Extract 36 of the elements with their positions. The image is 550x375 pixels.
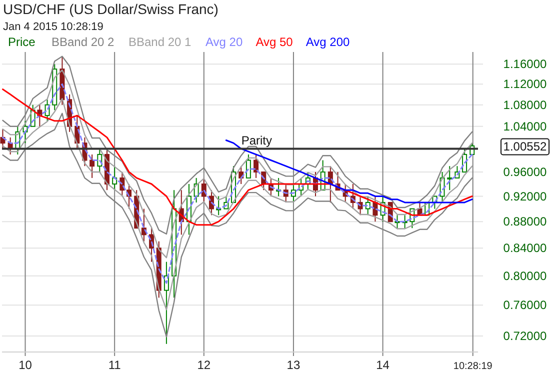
- x-tick-label: 14: [376, 358, 390, 372]
- y-tick-label: 0.84000: [503, 241, 548, 256]
- x-tick-label: 10:28:19: [453, 361, 493, 372]
- text: 1.00552: [503, 140, 548, 154]
- line-series: [2, 98, 473, 310]
- chart-title: USD/CHF (US Dollar/Swiss Franc): [3, 1, 218, 17]
- chart-subtitle: Jan 4 2015 10:28:19: [3, 21, 104, 33]
- y-tick-label: 0.96000: [503, 165, 548, 179]
- x-tick-label: 12: [197, 358, 211, 372]
- y-tick-label: 1.16000: [503, 57, 548, 72]
- y-tick-label: 0.72000: [503, 328, 548, 343]
- y-tick-label: 1.04000: [503, 119, 548, 134]
- y-tick-label: 0.76000: [503, 298, 548, 312]
- text: Price: [8, 35, 36, 49]
- candlestick: [447, 166, 452, 191]
- text: Avg 20: [206, 35, 243, 49]
- candlestick: [358, 196, 363, 216]
- series-label: BBand 20 2: [52, 35, 115, 49]
- text: BBand 20 1: [128, 35, 192, 49]
- ref-line-label: Parity: [241, 134, 272, 148]
- line-series: [2, 88, 473, 226]
- y-tick-label: 1.08000: [503, 98, 548, 112]
- y-tick-label: 1.12000: [503, 77, 548, 92]
- y-tick-label: 0.92000: [503, 189, 548, 204]
- line-series: [2, 69, 473, 258]
- text: Avg 50: [256, 35, 294, 49]
- x-tick-label: 10: [18, 358, 32, 372]
- candlestick: [254, 154, 259, 178]
- candlestick: [246, 154, 251, 178]
- y-tick-label: 0.80000: [503, 268, 548, 283]
- candlestick: [365, 196, 370, 216]
- x-tick-label: 11: [108, 358, 122, 372]
- candlestick: [90, 154, 95, 178]
- y-tick-label: 0.88000: [503, 214, 548, 229]
- text: Avg 200: [306, 35, 350, 49]
- x-tick-label: 13: [286, 358, 300, 372]
